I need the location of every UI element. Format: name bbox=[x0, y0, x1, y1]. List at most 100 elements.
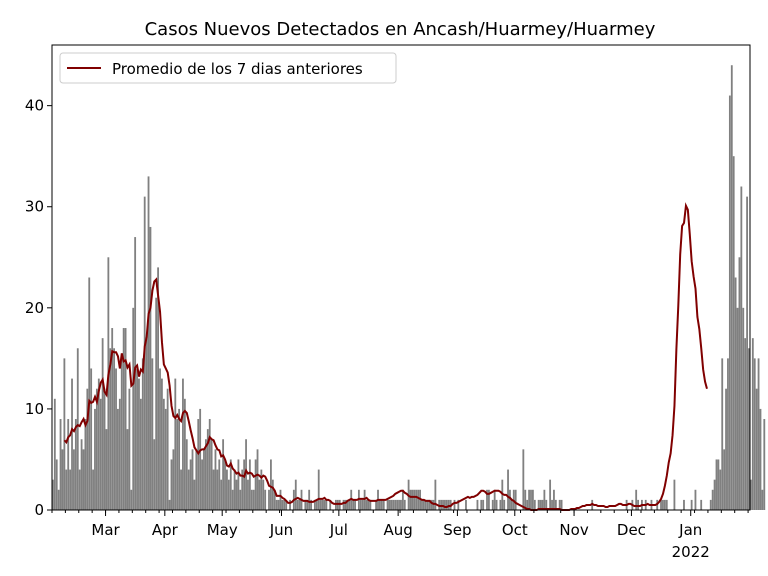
bar bbox=[279, 489, 282, 510]
bar bbox=[537, 499, 540, 510]
bar bbox=[730, 65, 733, 510]
bar bbox=[304, 499, 307, 510]
bar bbox=[136, 368, 138, 510]
bar bbox=[216, 469, 219, 510]
bar bbox=[432, 499, 435, 510]
bar bbox=[264, 489, 267, 510]
bar bbox=[524, 489, 527, 510]
bar bbox=[233, 469, 236, 510]
x-axis: Mar Apr May Jun Jul Aug Sep Oct Nov Dec Jan 2022 bbox=[51, 510, 749, 561]
bar bbox=[174, 378, 177, 510]
bar bbox=[204, 439, 207, 510]
bar bbox=[155, 297, 158, 510]
x-tick-label: Aug bbox=[383, 521, 412, 539]
bar bbox=[717, 459, 720, 510]
bar bbox=[335, 499, 337, 510]
bar bbox=[709, 499, 712, 510]
bar bbox=[415, 489, 418, 510]
bar bbox=[90, 368, 93, 510]
bar bbox=[268, 489, 270, 510]
bar bbox=[738, 257, 741, 510]
bar bbox=[61, 449, 64, 510]
bar bbox=[394, 499, 397, 510]
bar bbox=[122, 328, 125, 510]
bar bbox=[248, 459, 251, 510]
bar bbox=[543, 489, 546, 510]
bar bbox=[361, 499, 364, 510]
bar bbox=[117, 408, 119, 510]
bar bbox=[748, 348, 750, 510]
bar bbox=[260, 469, 263, 510]
bar bbox=[210, 439, 213, 510]
bar bbox=[227, 479, 230, 510]
bar bbox=[157, 267, 159, 510]
bar bbox=[138, 378, 140, 510]
plot-frame bbox=[51, 44, 751, 511]
bar bbox=[392, 499, 395, 510]
bar bbox=[736, 307, 739, 510]
bar bbox=[235, 479, 238, 510]
bar bbox=[80, 439, 83, 510]
bar bbox=[734, 277, 737, 510]
bar bbox=[241, 469, 244, 510]
bar bbox=[424, 499, 427, 510]
bar bbox=[480, 499, 483, 510]
bar bbox=[176, 419, 179, 510]
bar bbox=[660, 499, 662, 510]
bar bbox=[113, 348, 116, 510]
x-tick-label: Jul bbox=[329, 521, 348, 539]
bar bbox=[208, 419, 211, 510]
bar bbox=[380, 499, 383, 510]
bar bbox=[637, 499, 639, 510]
bar bbox=[409, 489, 412, 510]
bar bbox=[509, 489, 511, 510]
x-tick-label: May bbox=[207, 521, 238, 539]
x-tick-label: Jun bbox=[269, 521, 293, 539]
bar bbox=[422, 499, 425, 510]
bar bbox=[325, 499, 328, 510]
chart-title: Casos Nuevos Detectados en Ancash/Huarme… bbox=[145, 19, 656, 40]
bar bbox=[285, 499, 288, 510]
bar bbox=[71, 378, 73, 510]
bar bbox=[231, 489, 234, 510]
bar bbox=[386, 499, 389, 510]
bar bbox=[482, 499, 485, 510]
bar bbox=[273, 489, 276, 510]
bar bbox=[226, 469, 228, 510]
bar bbox=[252, 489, 255, 510]
bar bbox=[111, 328, 114, 510]
bar bbox=[130, 489, 133, 510]
bar bbox=[329, 499, 332, 510]
bar bbox=[59, 419, 62, 510]
bar bbox=[218, 459, 221, 510]
bar bbox=[203, 449, 205, 510]
bar bbox=[86, 388, 89, 510]
bar bbox=[403, 499, 406, 510]
legend: Promedio de los 7 dias anteriores bbox=[59, 52, 397, 84]
bar bbox=[53, 398, 56, 510]
bar bbox=[365, 499, 368, 510]
bar bbox=[514, 489, 517, 510]
bar bbox=[711, 489, 714, 510]
bar bbox=[270, 459, 272, 510]
bar bbox=[229, 459, 232, 510]
bar bbox=[338, 499, 341, 510]
bar bbox=[115, 368, 117, 510]
bar bbox=[694, 489, 697, 510]
bar bbox=[486, 489, 488, 510]
bar bbox=[250, 489, 253, 510]
bar bbox=[444, 499, 446, 510]
bar bbox=[398, 499, 400, 510]
bar bbox=[700, 499, 703, 510]
x-tick-label: Jan bbox=[678, 521, 702, 539]
bar bbox=[683, 499, 685, 510]
bar bbox=[76, 348, 79, 510]
y-tick-label: 30 bbox=[25, 198, 44, 216]
bar bbox=[503, 499, 506, 510]
bar bbox=[262, 479, 265, 510]
bar bbox=[55, 459, 58, 510]
y-tick-label: 40 bbox=[25, 97, 44, 115]
bar bbox=[187, 469, 190, 510]
bar bbox=[298, 499, 301, 510]
y-tick-label: 10 bbox=[25, 400, 44, 418]
